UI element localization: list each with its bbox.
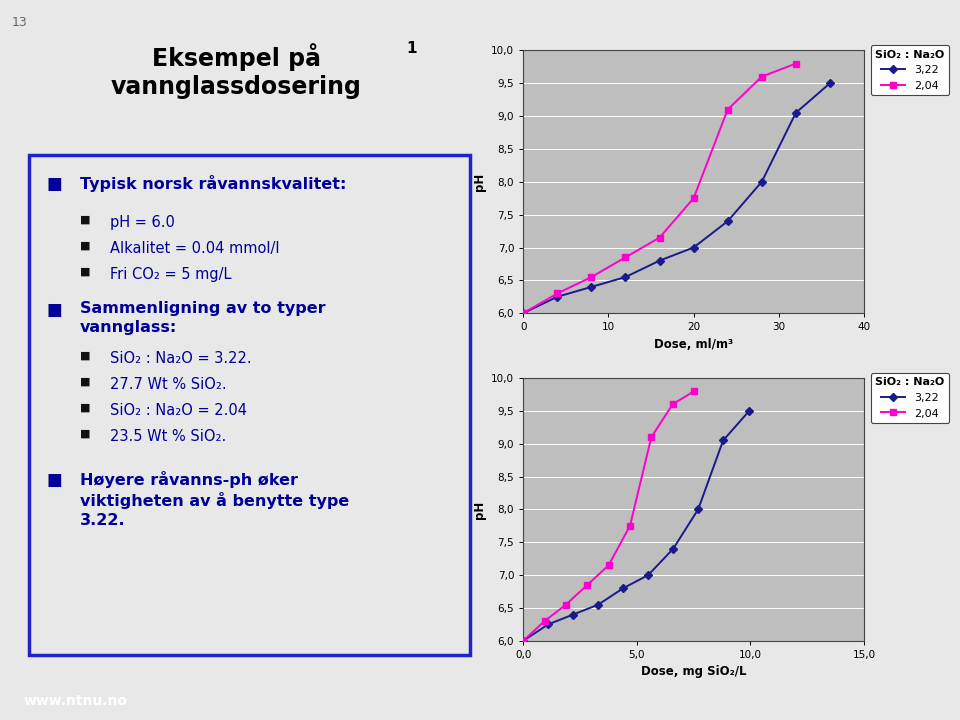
Text: www.ntnu.no: www.ntnu.no (24, 694, 128, 708)
Text: ■: ■ (80, 403, 90, 413)
Text: Eksempel på
vannglassdosering: Eksempel på vannglassdosering (111, 43, 362, 99)
2,04 (620, 253, 632, 261)
Text: ■: ■ (80, 241, 90, 251)
2,04 (552, 289, 564, 298)
2,04 (603, 561, 614, 570)
3,22 (722, 217, 733, 225)
2,04 (582, 580, 593, 589)
Text: ■: ■ (80, 429, 90, 439)
2,04 (654, 233, 665, 242)
Line: 3,22: 3,22 (520, 408, 753, 644)
3,22 (687, 243, 699, 252)
Text: 23.5 Wt % SiO₂.: 23.5 Wt % SiO₂. (110, 429, 227, 444)
3,22 (592, 600, 604, 609)
3,22 (620, 273, 632, 282)
2,04 (586, 273, 597, 282)
3,22 (717, 436, 729, 445)
3,22 (542, 620, 554, 629)
3,22 (756, 178, 768, 186)
3,22 (743, 407, 755, 415)
Y-axis label: pH: pH (472, 173, 486, 191)
Text: Høyere råvanns-ph øker
viktigheten av å benytte type
3.22.: Høyere råvanns-ph øker viktigheten av å … (80, 471, 348, 528)
Text: ■: ■ (80, 215, 90, 225)
X-axis label: Dose, mg SiO₂/L: Dose, mg SiO₂/L (641, 665, 746, 678)
Text: Sammenligning av to typer
vannglass:: Sammenligning av to typer vannglass: (80, 301, 325, 335)
Text: SiO₂ : Na₂O = 3.22.: SiO₂ : Na₂O = 3.22. (110, 351, 252, 366)
Text: ■: ■ (46, 301, 62, 319)
3,22 (517, 636, 529, 645)
Text: 1: 1 (406, 40, 417, 55)
3,22 (790, 109, 802, 117)
2,04 (560, 600, 571, 609)
2,04 (756, 73, 768, 81)
Line: 2,04: 2,04 (520, 60, 799, 316)
Legend: 3,22, 2,04: 3,22, 2,04 (871, 373, 948, 423)
3,22 (517, 309, 529, 318)
2,04 (624, 521, 636, 530)
Line: 2,04: 2,04 (520, 388, 697, 644)
Legend: 3,22, 2,04: 3,22, 2,04 (871, 45, 948, 95)
2,04 (687, 194, 699, 202)
2,04 (517, 636, 529, 645)
2,04 (517, 309, 529, 318)
Text: Typisk norsk råvannskvalitet:: Typisk norsk råvannskvalitet: (80, 175, 346, 192)
3,22 (552, 292, 564, 301)
2,04 (790, 59, 802, 68)
3,22 (667, 544, 679, 553)
Text: ■: ■ (46, 175, 62, 193)
Text: ■: ■ (46, 471, 62, 489)
X-axis label: Dose, ml/m³: Dose, ml/m³ (654, 338, 733, 351)
Text: SiO₂ : Na₂O = 2.04: SiO₂ : Na₂O = 2.04 (110, 403, 248, 418)
2,04 (722, 105, 733, 114)
Text: 13: 13 (12, 16, 27, 29)
Text: ■: ■ (80, 267, 90, 277)
3,22 (654, 256, 665, 265)
Text: ■: ■ (80, 351, 90, 361)
Text: pH = 6.0: pH = 6.0 (110, 215, 176, 230)
Y-axis label: pH: pH (472, 500, 486, 518)
3,22 (586, 282, 597, 291)
2,04 (645, 433, 657, 441)
Text: ■: ■ (80, 377, 90, 387)
3,22 (567, 611, 579, 619)
2,04 (688, 387, 700, 395)
2,04 (539, 617, 550, 626)
3,22 (617, 584, 629, 593)
3,22 (824, 79, 835, 88)
Text: Alkalitet = 0.04 mmol/l: Alkalitet = 0.04 mmol/l (110, 241, 280, 256)
3,22 (642, 571, 654, 580)
Text: Fri CO₂ = 5 mg/L: Fri CO₂ = 5 mg/L (110, 267, 232, 282)
3,22 (692, 505, 704, 514)
2,04 (667, 400, 679, 409)
Text: 27.7 Wt % SiO₂.: 27.7 Wt % SiO₂. (110, 377, 228, 392)
Line: 3,22: 3,22 (520, 80, 833, 316)
